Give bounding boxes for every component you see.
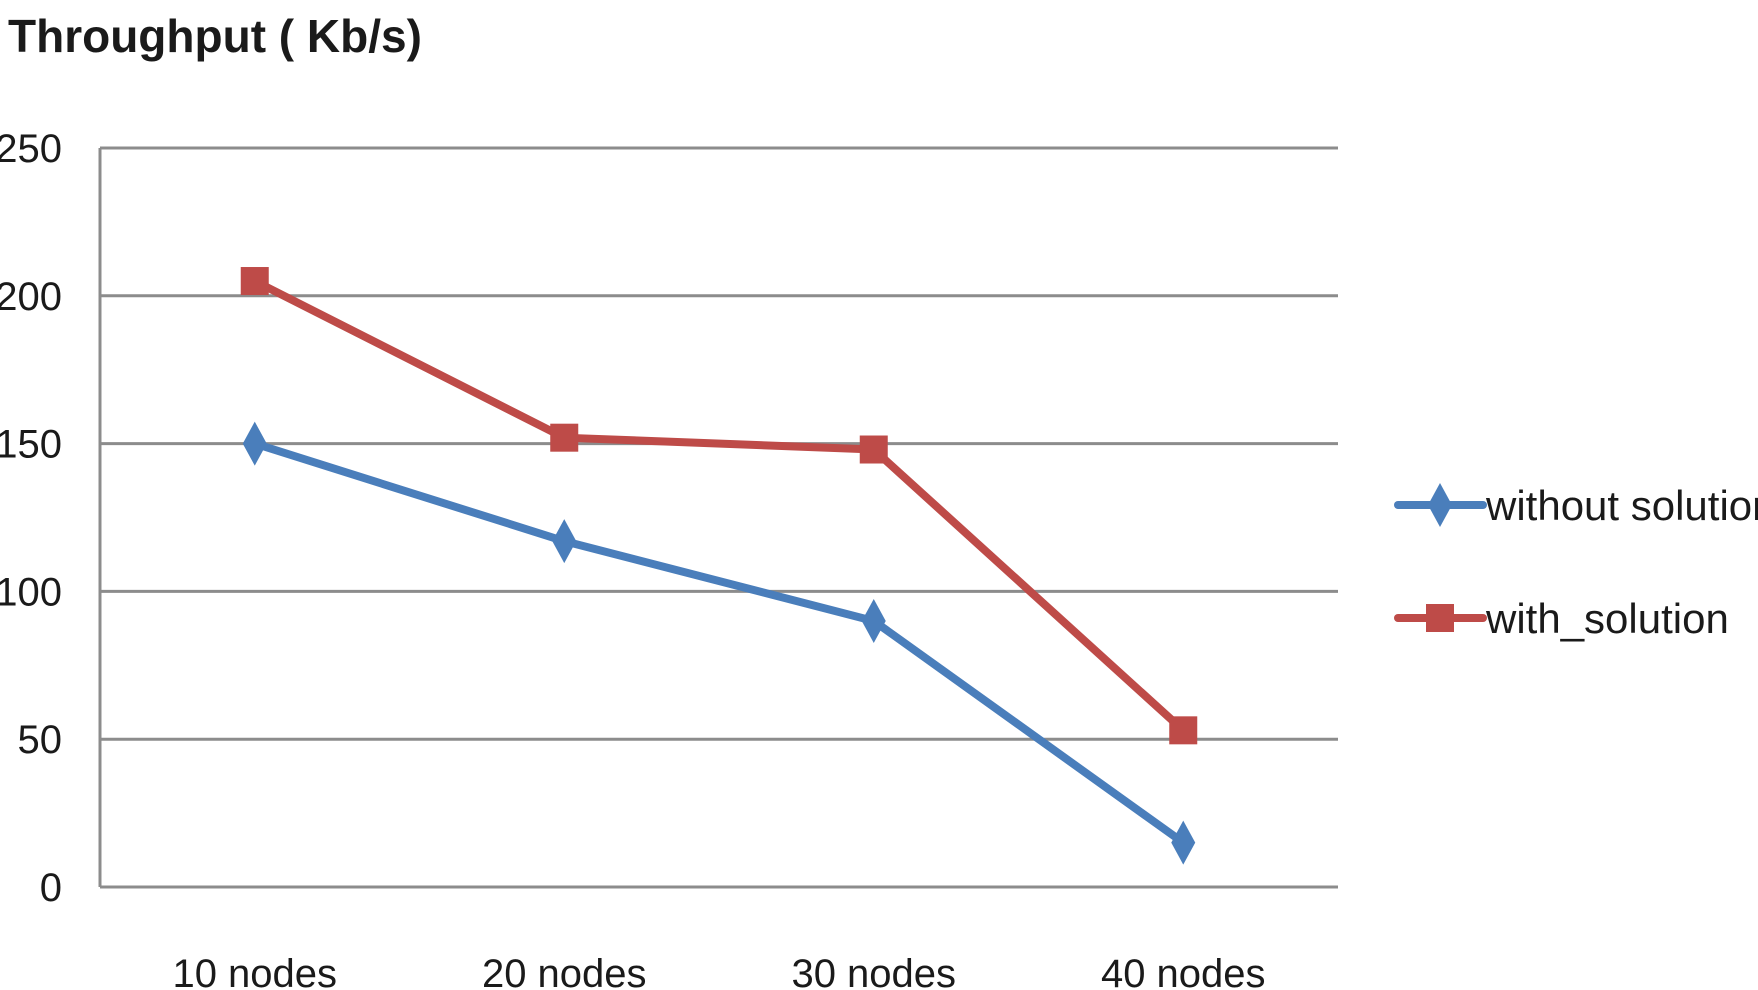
y-axis-title: Throughput ( Kb/s) xyxy=(8,10,422,62)
x-tick-labels: 10 nodes 20 nodes 30 nodes 40 nodes xyxy=(172,952,1265,990)
axes xyxy=(98,148,1338,889)
legend-item: with_solution xyxy=(1394,595,1729,642)
data-point-marker xyxy=(1169,716,1198,745)
series-line xyxy=(250,439,1188,847)
series-line xyxy=(250,277,1188,735)
y-tick-label: 0 xyxy=(40,866,62,910)
series-1 xyxy=(240,267,1198,745)
data-point-marker xyxy=(242,421,267,466)
legend-label: without solution xyxy=(1485,482,1758,529)
x-tick-label: 20 nodes xyxy=(482,952,647,990)
y-tick-label: 150 xyxy=(0,423,62,467)
series xyxy=(240,267,1198,865)
legend-item: without solution xyxy=(1394,482,1758,529)
data-point-marker xyxy=(550,423,579,452)
y-tick-label: 50 xyxy=(18,718,63,762)
data-point-marker xyxy=(1171,820,1196,865)
series-0 xyxy=(242,421,1196,865)
data-point-marker xyxy=(859,435,888,464)
x-tick-label: 10 nodes xyxy=(172,952,337,990)
data-point-marker xyxy=(861,598,886,643)
data-point-marker xyxy=(552,519,577,564)
legend-marker xyxy=(1428,483,1452,527)
legend: without solution with_solution xyxy=(1394,482,1758,642)
legend-marker xyxy=(1426,604,1454,632)
x-tick-label: 40 nodes xyxy=(1101,952,1266,990)
y-tick-label: 200 xyxy=(0,275,62,319)
y-tick-labels: 0 50 100 150 200 250 xyxy=(0,127,62,910)
legend-label: with_solution xyxy=(1485,595,1729,642)
y-tick-label: 100 xyxy=(0,570,62,614)
x-tick-label: 30 nodes xyxy=(791,952,956,990)
y-tick-label: 250 xyxy=(0,127,62,171)
data-point-marker xyxy=(240,267,269,296)
